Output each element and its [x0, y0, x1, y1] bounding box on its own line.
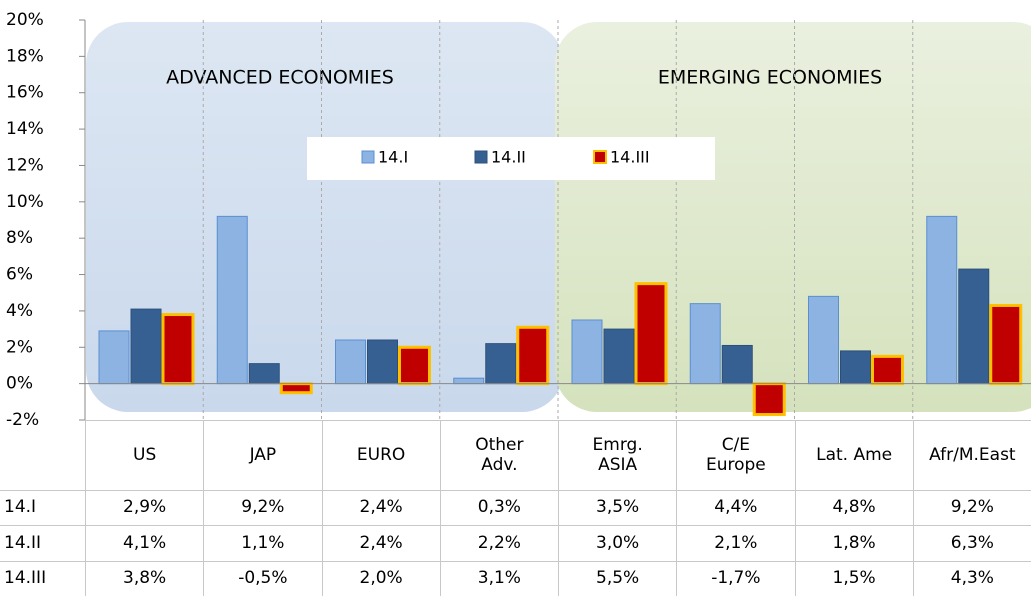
table-value: 1,1%	[203, 525, 322, 561]
table-value: -1,7%	[676, 560, 795, 596]
table-value: 3,1%	[439, 560, 558, 596]
table-value: 1,8%	[794, 525, 913, 561]
bar	[130, 308, 162, 385]
table-value: 9,2%	[912, 490, 1031, 526]
table-value: -0,5%	[203, 560, 322, 596]
bar	[958, 268, 990, 385]
table-value: 9,2%	[203, 490, 322, 526]
table-value: 2,9%	[85, 490, 204, 526]
bar	[926, 215, 958, 385]
bar	[398, 345, 431, 386]
region-label: EMERGING ECONOMIES	[658, 67, 882, 89]
bar	[871, 354, 904, 386]
table-value: 3,0%	[558, 525, 677, 561]
category-label: Emrg. ASIA	[558, 420, 677, 490]
table-value: 3,8%	[85, 560, 204, 596]
category-label: US	[85, 420, 204, 490]
y-tick-label: 6%	[6, 265, 33, 285]
category-label: EURO	[321, 420, 440, 490]
region-label: ADVANCED ECONOMIES	[166, 67, 394, 89]
bar	[603, 328, 635, 385]
bar	[808, 295, 839, 385]
category-label: C/E Europe	[676, 420, 795, 490]
bar	[571, 319, 603, 385]
bar	[516, 325, 550, 386]
table-value: 2,4%	[321, 525, 440, 561]
y-tick-label: 18%	[6, 46, 44, 66]
table-value: 5,5%	[558, 560, 677, 596]
table-value: 4,1%	[85, 525, 204, 561]
y-tick-label: -2%	[6, 410, 39, 430]
y-tick-label: 20%	[6, 10, 44, 30]
bar	[689, 303, 721, 385]
category-label: Afr/M.East	[912, 420, 1031, 490]
bar	[216, 215, 248, 385]
bar	[367, 339, 398, 385]
bar	[485, 343, 517, 385]
table-value: 6,3%	[912, 525, 1031, 561]
row-label: 14.I	[0, 490, 85, 525]
legend-label: 14.I	[378, 148, 408, 167]
bar	[161, 313, 195, 386]
bar	[989, 303, 1023, 386]
bar	[279, 382, 313, 395]
category-label: JAP	[203, 420, 322, 490]
legend-swatch	[474, 150, 488, 164]
legend-swatch	[361, 150, 375, 164]
y-tick-label: 10%	[6, 192, 44, 212]
y-tick-label: 4%	[6, 301, 33, 321]
legend-swatch	[593, 150, 607, 164]
bar	[634, 282, 668, 386]
legend-label: 14.III	[610, 148, 650, 167]
bar	[98, 330, 130, 385]
table-value: 4,8%	[794, 490, 913, 526]
legend-box	[307, 137, 715, 180]
category-label: Lat. Ame	[794, 420, 913, 490]
y-tick-label: 2%	[6, 337, 33, 357]
y-tick-label: 16%	[6, 83, 44, 103]
bar	[453, 377, 485, 385]
row-label: 14.II	[0, 525, 85, 560]
emerging-region	[555, 22, 1031, 412]
bar	[248, 363, 280, 385]
category-label: Other Adv.	[439, 420, 558, 490]
advanced-region	[86, 22, 564, 412]
y-tick-label: 0%	[6, 374, 33, 394]
table-value: 2,0%	[321, 560, 440, 596]
bar	[752, 382, 786, 417]
table-value: 4,3%	[912, 560, 1031, 596]
bar	[721, 344, 753, 385]
table-value: 2,4%	[321, 490, 440, 526]
table-value: 2,1%	[676, 525, 795, 561]
row-label: 14.III	[0, 560, 85, 596]
table-value: 4,4%	[676, 490, 795, 526]
table-value: 1,5%	[794, 560, 913, 596]
y-tick-label: 14%	[6, 119, 44, 139]
bar	[840, 350, 871, 385]
table-value: 2,2%	[439, 525, 558, 561]
table-value: 3,5%	[558, 490, 677, 526]
y-tick-label: 12%	[6, 155, 44, 175]
legend-label: 14.II	[491, 148, 526, 167]
table-value: 0,3%	[439, 490, 558, 526]
y-tick-label: 8%	[6, 228, 33, 248]
bar	[335, 339, 366, 385]
